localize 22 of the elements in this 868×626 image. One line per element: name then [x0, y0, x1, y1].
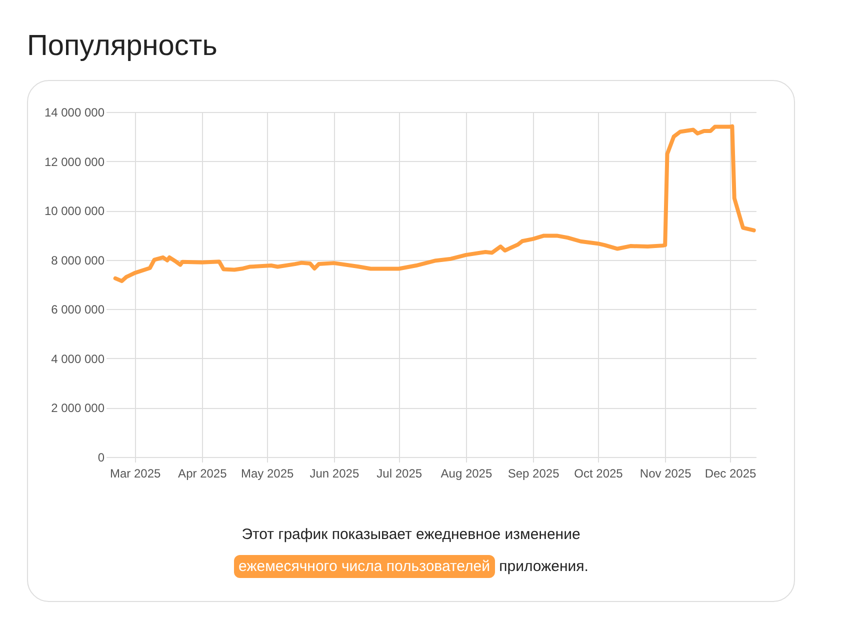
x-tick-label: May 2025 [240, 466, 294, 480]
y-tick-label: 4 000 000 [51, 352, 105, 366]
y-tick-label: 12 000 000 [44, 154, 105, 169]
y-tick-label: 2 000 000 [51, 401, 105, 416]
y-tick-label: 6 000 000 [51, 302, 105, 317]
x-tick-label: Aug 2025 [440, 466, 492, 480]
x-tick-label: Jun 2025 [310, 466, 360, 480]
x-tick-label: Nov 2025 [640, 466, 692, 480]
text: Этот график показывает ежедневное изменение [242, 526, 580, 543]
x-tick-label: Mar 2025 [110, 466, 161, 480]
y-tick-label: 0 [98, 450, 105, 464]
x-tick-label: Oct 2025 [574, 466, 624, 480]
x-tick-label: Jul 2025 [376, 466, 422, 480]
y-tick-label: 8 000 000 [51, 253, 105, 268]
chart-title: Популярность [27, 30, 218, 63]
y-tick-label: 14 000 000 [44, 106, 105, 120]
text: ежемесячного числа пользователей [234, 555, 495, 578]
x-tick-label: Sep 2025 [508, 466, 560, 480]
text: приложения. [499, 558, 588, 575]
x-tick-label: Dec 2025 [704, 466, 757, 480]
y-tick-label: 10 000 000 [44, 204, 105, 218]
x-tick-label: Apr 2025 [178, 466, 228, 480]
